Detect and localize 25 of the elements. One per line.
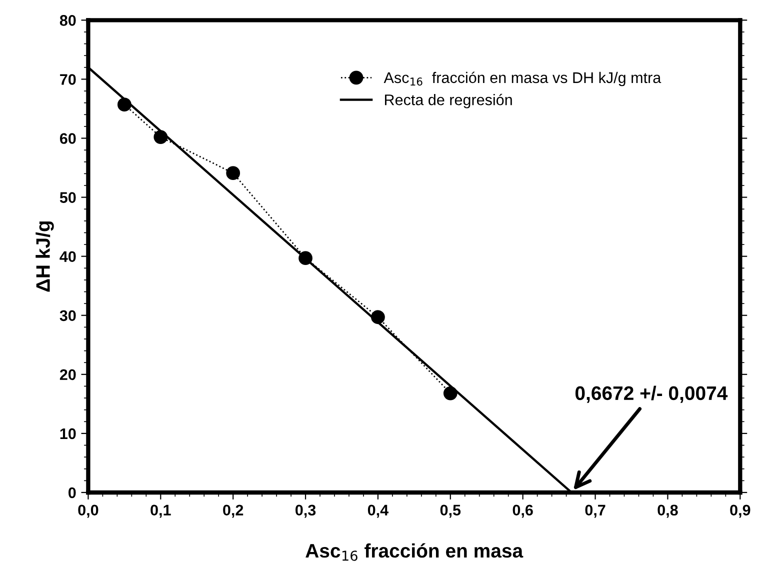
x-tick-label: 0,9 xyxy=(730,504,750,518)
y-axis-title: ΔH kJ/g xyxy=(36,221,54,292)
y-tick-label: 80 xyxy=(60,15,76,26)
y-tick-label: 30 xyxy=(60,310,76,322)
x-tick-label: 0,2 xyxy=(223,504,244,518)
y-tick-label: 50 xyxy=(60,192,76,203)
x-tick-label: 0,5 xyxy=(440,504,461,518)
x-tick-label: 0,0 xyxy=(78,504,98,518)
x-tick-label: 0,8 xyxy=(658,504,678,518)
x-tick-label: 0,1 xyxy=(150,504,171,518)
y-tick-label: 60 xyxy=(60,133,76,144)
y-tick-label: 40 xyxy=(60,251,76,262)
x-tick-label: 0,6 xyxy=(512,504,533,518)
y-tick-label: 70 xyxy=(60,74,76,85)
x-axis-title: Asc$_{16}$ fracción en masa xyxy=(306,543,524,561)
x-tick-label: 0,3 xyxy=(296,504,316,518)
legend-label: Recta de regresión xyxy=(385,94,512,108)
y-tick-label: 10 xyxy=(60,428,76,440)
x-tick-label: 0,7 xyxy=(585,504,606,518)
annotation: 0,6672 +/- 0,0074 xyxy=(575,386,728,403)
x-tick-label: 0,4 xyxy=(368,504,388,518)
y-tick-label: 0 xyxy=(68,487,76,498)
legend-label: Asc$_{16}$ fracción en masa vs DH kJ/g mtra xyxy=(384,72,662,86)
y-tick-label: 20 xyxy=(60,369,76,380)
point xyxy=(226,166,240,180)
